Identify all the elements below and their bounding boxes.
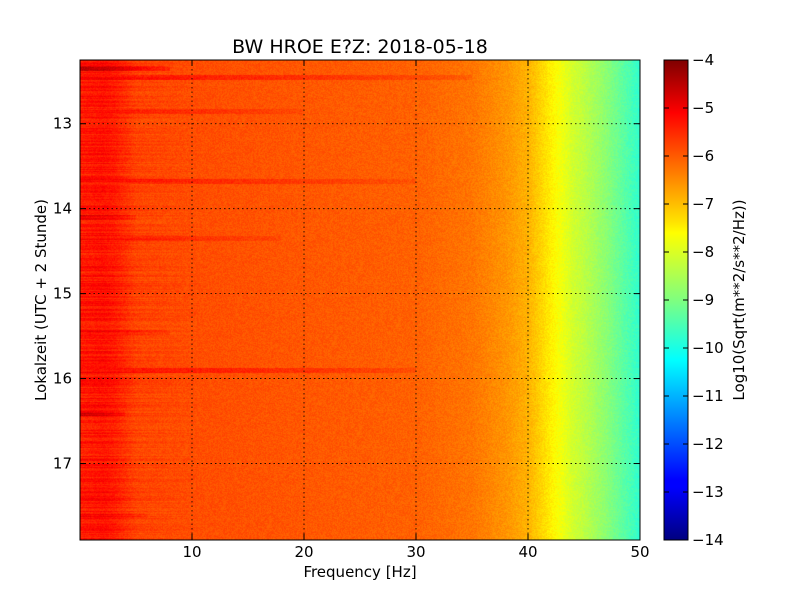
colorbar-tick-label: −5 — [692, 99, 714, 117]
x-tick-label: 20 — [294, 543, 313, 561]
x-axis: 10 20 30 40 50 — [182, 60, 650, 561]
colorbar-axis: −4 −5 −6 −7 −8 −9 −10 −11 −12 −13 −14 — [664, 51, 724, 549]
colorbar-tick-label: −12 — [692, 435, 724, 453]
plot-area — [80, 60, 640, 540]
colorbar-tick-label: −10 — [692, 339, 724, 357]
x-tick-label: 30 — [406, 543, 425, 561]
colorbar-tick-label: −9 — [692, 291, 714, 309]
y-axis-label: Lokalzeit (UTC + 2 Stunde) — [32, 199, 50, 401]
colorbar-tick-label: −8 — [692, 243, 714, 261]
y-axis: 13 14 15 16 17 — [53, 115, 640, 473]
spectrogram-heatmap — [80, 60, 640, 540]
colorbar-tick-label: −4 — [692, 51, 714, 69]
y-tick-label: 14 — [53, 200, 72, 218]
colorbar-tick-label: −14 — [692, 531, 724, 549]
colorbar-tick-label: −11 — [692, 387, 724, 405]
y-tick-label: 17 — [53, 455, 72, 473]
chart-title: BW HROE E?Z: 2018-05-18 — [232, 36, 488, 58]
colorbar-label: Log10(Sqrt(m**2/s**2/Hz)) — [730, 199, 748, 400]
colorbar-tick-label: −6 — [692, 147, 714, 165]
colorbar-tick-label: −7 — [692, 195, 714, 213]
colorbar-tick-label: −13 — [692, 483, 724, 501]
x-tick-label: 50 — [630, 543, 649, 561]
x-axis-label: Frequency [Hz] — [303, 563, 416, 581]
x-tick-label: 10 — [182, 543, 201, 561]
grid-lines — [80, 60, 640, 540]
y-tick-label: 16 — [53, 370, 72, 388]
plot-frame — [79, 59, 641, 541]
y-tick-label: 13 — [53, 115, 72, 133]
x-tick-label: 40 — [518, 543, 537, 561]
y-tick-label: 15 — [53, 285, 72, 303]
